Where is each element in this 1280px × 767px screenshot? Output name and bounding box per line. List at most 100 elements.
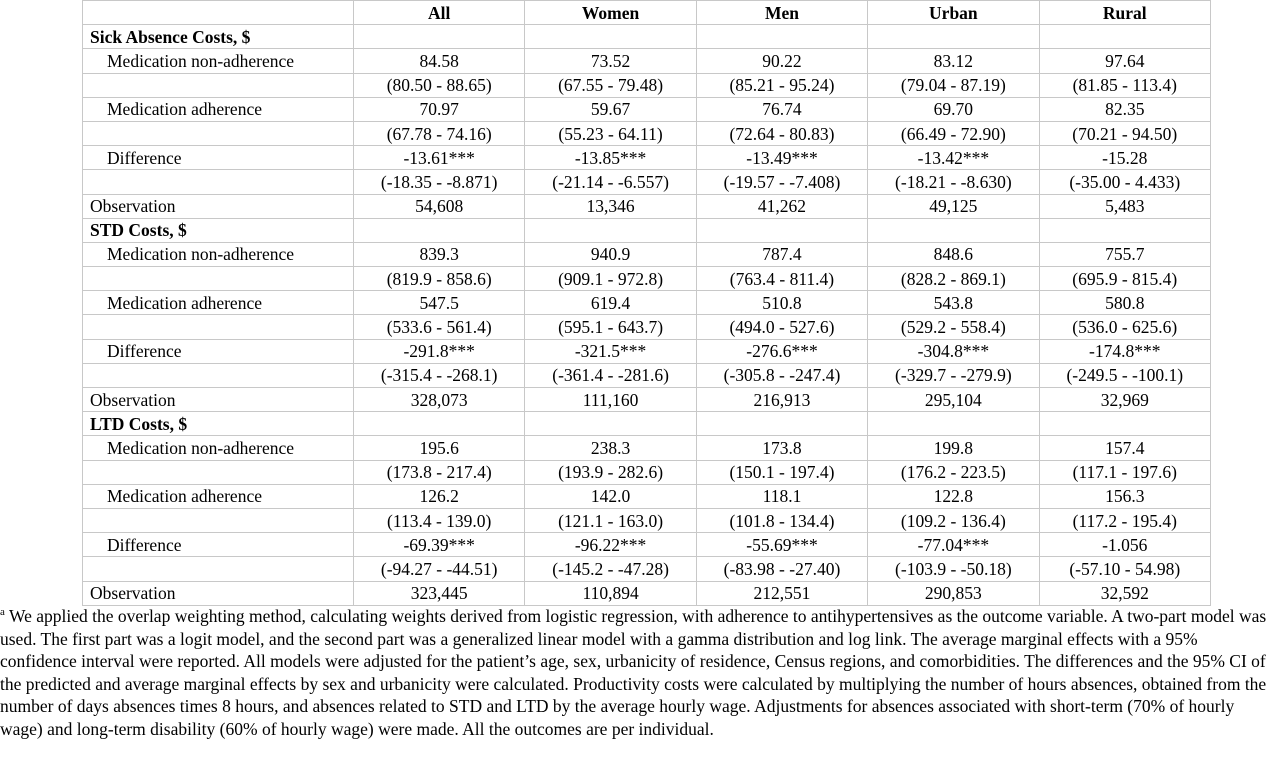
confidence-interval-row: (173.8 - 217.4) (193.9 - 282.6) (150.1 - 1… bbox=[82, 459, 1211, 485]
confidence-interval-value: (529.2 - 558.4) bbox=[867, 314, 1040, 340]
confidence-interval-row: (533.6 - 561.4) (595.1 - 643.7) (494.0 - 5… bbox=[82, 314, 1211, 340]
empty-cell bbox=[695, 217, 869, 243]
confidence-interval-value: (70.21 - 94.50) bbox=[1038, 120, 1211, 147]
observation-label: Observation bbox=[82, 580, 354, 606]
estimate-value: 199.8 bbox=[867, 435, 1040, 461]
estimate-row: Medication adherence 126.2 142.0 118.1 122.8… bbox=[82, 483, 1211, 509]
observation-value: 110,894 bbox=[524, 580, 697, 606]
estimate-value: 619.4 bbox=[524, 290, 697, 316]
estimate-value: 59.67 bbox=[524, 96, 697, 122]
empty-cell bbox=[695, 24, 869, 50]
confidence-interval-value: (-94.27 - -44.51) bbox=[352, 556, 526, 582]
confidence-interval-value: (-35.00 - 4.433) bbox=[1038, 169, 1211, 195]
empty-cell bbox=[352, 24, 526, 50]
estimate-row: Medication adherence 70.97 59.67 76.74 69.70… bbox=[82, 96, 1211, 122]
estimate-value: 76.74 bbox=[695, 96, 869, 122]
empty-cell bbox=[524, 217, 697, 243]
estimate-value: 195.6 bbox=[352, 435, 526, 461]
confidence-interval-value: (79.04 - 87.19) bbox=[867, 72, 1040, 98]
confidence-interval-value: (-18.21 - -8.630) bbox=[867, 169, 1040, 195]
observation-value: 13,346 bbox=[524, 193, 697, 219]
confidence-interval-value: (72.64 - 80.83) bbox=[695, 120, 869, 147]
empty-cell bbox=[867, 24, 1040, 50]
confidence-interval-value: (-145.2 - -47.28) bbox=[524, 556, 697, 582]
estimate-value: 142.0 bbox=[524, 483, 697, 509]
empty-cell bbox=[82, 362, 354, 389]
estimate-value: 547.5 bbox=[352, 290, 526, 316]
observation-value: 328,073 bbox=[352, 386, 526, 413]
estimate-value: 70.97 bbox=[352, 96, 526, 122]
estimate-value: -96.22*** bbox=[524, 532, 697, 558]
confidence-interval-value: (-18.35 - -8.871) bbox=[352, 169, 526, 195]
confidence-interval-value: (-103.9 - -50.18) bbox=[867, 556, 1040, 582]
estimate-value: 940.9 bbox=[524, 241, 697, 268]
confidence-interval-value: (67.78 - 74.16) bbox=[352, 120, 526, 147]
estimate-row: Medication adherence 547.5 619.4 510.8 543.8… bbox=[82, 290, 1211, 316]
estimate-value: 118.1 bbox=[695, 483, 869, 509]
observation-value: 111,160 bbox=[524, 386, 697, 413]
confidence-interval-row: (-18.35 - -8.871) (-21.14 - -6.557) (-19.5… bbox=[82, 169, 1211, 195]
empty-cell bbox=[1038, 411, 1211, 437]
empty-cell bbox=[352, 217, 526, 243]
confidence-interval-value: (-83.98 - -27.40) bbox=[695, 556, 869, 582]
row-label: Difference bbox=[82, 532, 354, 558]
estimate-row: Difference -13.61*** -13.85*** -13.49*** -13… bbox=[82, 145, 1211, 171]
observation-row: Observation 54,608 13,346 41,262 49,125 5,483 bbox=[82, 193, 1211, 219]
column-header-men: Men bbox=[695, 0, 869, 26]
empty-cell bbox=[82, 169, 354, 195]
confidence-interval-value: (819.9 - 858.6) bbox=[352, 266, 526, 292]
observation-value: 54,608 bbox=[352, 193, 526, 219]
confidence-interval-value: (695.9 - 815.4) bbox=[1038, 266, 1211, 292]
estimate-value: -276.6*** bbox=[695, 338, 869, 364]
section-title: LTD Costs, $ bbox=[82, 411, 354, 437]
confidence-interval-value: (117.1 - 197.6) bbox=[1038, 459, 1211, 485]
empty-cell bbox=[352, 411, 526, 437]
empty-cell bbox=[82, 120, 354, 147]
estimate-value: 122.8 bbox=[867, 483, 1040, 509]
estimate-value: 787.4 bbox=[695, 241, 869, 268]
row-label: Medication adherence bbox=[82, 96, 354, 122]
confidence-interval-value: (113.4 - 139.0) bbox=[352, 507, 526, 534]
column-header-urban: Urban bbox=[867, 0, 1040, 26]
row-label: Difference bbox=[82, 338, 354, 364]
estimate-value: -304.8*** bbox=[867, 338, 1040, 364]
observation-value: 212,551 bbox=[695, 580, 869, 606]
confidence-interval-value: (-249.5 - -100.1) bbox=[1038, 362, 1211, 389]
section-title: Sick Absence Costs, $ bbox=[82, 24, 354, 50]
estimate-row: Difference -291.8*** -321.5*** -276.6*** -30… bbox=[82, 338, 1211, 364]
estimate-value: -321.5*** bbox=[524, 338, 697, 364]
empty-cell bbox=[695, 411, 869, 437]
confidence-interval-value: (494.0 - 527.6) bbox=[695, 314, 869, 340]
observation-value: 41,262 bbox=[695, 193, 869, 219]
empty-cell bbox=[82, 556, 354, 582]
estimate-value: -1.056 bbox=[1038, 532, 1211, 558]
confidence-interval-value: (109.2 - 136.4) bbox=[867, 507, 1040, 534]
empty-cell bbox=[82, 507, 354, 534]
confidence-interval-value: (81.85 - 113.4) bbox=[1038, 72, 1211, 98]
confidence-interval-value: (67.55 - 79.48) bbox=[524, 72, 697, 98]
confidence-interval-row: (-94.27 - -44.51) (-145.2 - -47.28) (-83.9… bbox=[82, 556, 1211, 582]
estimate-value: -69.39*** bbox=[352, 532, 526, 558]
confidence-interval-value: (763.4 - 811.4) bbox=[695, 266, 869, 292]
empty-cell bbox=[82, 266, 354, 292]
observation-value: 32,969 bbox=[1038, 386, 1211, 413]
confidence-interval-value: (-315.4 - -268.1) bbox=[352, 362, 526, 389]
estimate-value: 82.35 bbox=[1038, 96, 1211, 122]
estimate-value: 90.22 bbox=[695, 48, 869, 74]
confidence-interval-value: (-305.8 - -247.4) bbox=[695, 362, 869, 389]
row-label: Medication non-adherence bbox=[82, 241, 354, 268]
estimate-value: -13.42*** bbox=[867, 145, 1040, 171]
footnote-marker: a bbox=[0, 606, 5, 619]
table-footnote: a We applied the overlap weighting metho… bbox=[0, 605, 1278, 741]
confidence-interval-row: (819.9 - 858.6) (909.1 - 972.8) (763.4 - 8… bbox=[82, 266, 1211, 292]
estimate-value: 97.64 bbox=[1038, 48, 1211, 74]
footnote-text: We applied the overlap weighting method,… bbox=[0, 606, 1267, 739]
observation-value: 5,483 bbox=[1038, 193, 1211, 219]
confidence-interval-row: (113.4 - 139.0) (121.1 - 163.0) (101.8 - 1… bbox=[82, 507, 1211, 534]
confidence-interval-value: (-21.14 - -6.557) bbox=[524, 169, 697, 195]
estimate-value: -55.69*** bbox=[695, 532, 869, 558]
empty-cell bbox=[82, 314, 354, 340]
confidence-interval-value: (85.21 - 95.24) bbox=[695, 72, 869, 98]
estimate-value: -13.61*** bbox=[352, 145, 526, 171]
confidence-interval-row: (80.50 - 88.65) (67.55 - 79.48) (85.21 - 9… bbox=[82, 72, 1211, 98]
